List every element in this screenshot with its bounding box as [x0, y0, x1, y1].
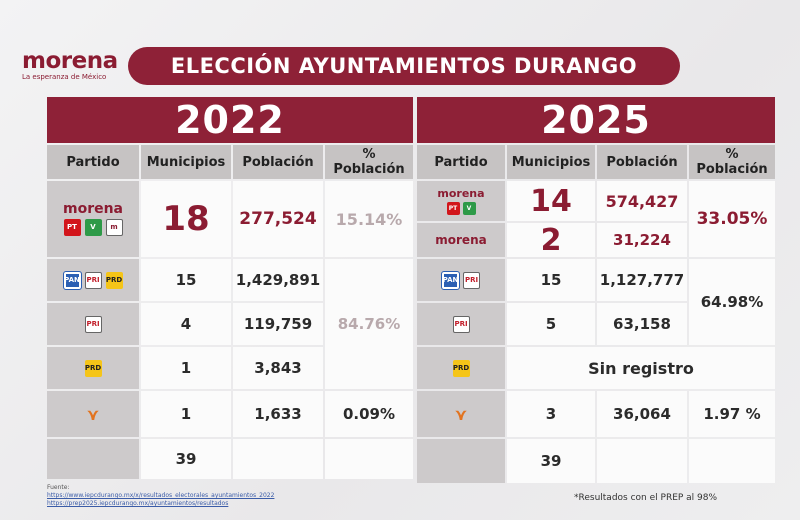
pvem-icon: V	[84, 218, 102, 236]
pri-icon: PRI	[84, 271, 102, 289]
empty-cell	[233, 439, 323, 479]
year-2025: 2025	[417, 97, 775, 143]
party-logo-prd: PRD	[417, 347, 505, 389]
pvem-icon: V	[462, 202, 476, 215]
pt-icon: PT	[63, 218, 81, 236]
footer-note: *Resultados con el PREP al 98%	[574, 493, 718, 503]
morena-wordmark: morena	[435, 232, 487, 247]
pan-icon: PAN	[62, 270, 82, 290]
poblacion-value: 63,158	[597, 303, 687, 345]
party-logo-mc: ⋎	[417, 391, 505, 437]
movimiento-ciudadano-icon: ⋎	[454, 404, 468, 424]
empty-cell	[325, 439, 413, 479]
sin-registro-note: Sin registro	[507, 347, 775, 389]
total-label-cell	[417, 439, 505, 483]
prd-icon: PRD	[84, 359, 102, 377]
municipios-value: 1	[141, 391, 231, 437]
party-logo-prd: PRD	[47, 347, 139, 389]
poblacion-value: 1,633	[233, 391, 323, 437]
prd-icon: PRD	[452, 359, 470, 377]
header-partido: Partido	[47, 145, 139, 179]
poblacion-value: 31,224	[597, 223, 687, 257]
party-logo-pri: PRI	[417, 303, 505, 345]
merged-pct-value: 84.76%	[325, 259, 413, 389]
movimiento-ciudadano-icon: ⋎	[86, 404, 100, 424]
morena-logo: morena La esperanza de México	[22, 48, 118, 82]
pct-value: 15.14%	[325, 181, 413, 257]
empty-cell	[689, 439, 775, 483]
poblacion-value: 36,064	[597, 391, 687, 437]
party-logo-morena-coalition: morena PT V	[417, 181, 505, 221]
party-logo-mc: ⋎	[47, 391, 139, 437]
morena-wordmark: morena	[62, 200, 124, 217]
municipios-value: 1	[141, 347, 231, 389]
total-municipios: 39	[507, 439, 595, 483]
pct-value: 0.09%	[325, 391, 413, 437]
total-label-cell	[47, 439, 139, 479]
total-municipios: 39	[141, 439, 231, 479]
poblacion-value: 1,429,891	[233, 259, 323, 301]
party-logo-pri: PRI	[47, 303, 139, 345]
poblacion-value: 277,524	[233, 181, 323, 257]
year-2022: 2022	[47, 97, 413, 143]
municipios-value: 14	[507, 181, 595, 221]
poblacion-value: 1,127,777	[597, 259, 687, 301]
poblacion-value: 119,759	[233, 303, 323, 345]
party-logo-pan-pri: PAN PRI	[417, 259, 505, 301]
pri-icon: PRI	[452, 315, 470, 333]
party-logo-morena: morena	[417, 223, 505, 257]
empty-cell	[597, 439, 687, 483]
pri-icon: PRI	[463, 271, 480, 289]
party-logo-morena-coalition: morena PT V m	[47, 181, 139, 257]
pan-icon: PAN	[441, 270, 460, 290]
morena-small-icon: m	[105, 218, 123, 236]
morena-wordmark: morena	[437, 187, 485, 200]
header-partido: Partido	[417, 145, 505, 179]
brand-name: morena	[22, 48, 118, 74]
footer-sources: Fuente: https://www.iepcdurango.mx/x/res…	[47, 484, 274, 508]
brand-tagline: La esperanza de México	[22, 73, 107, 81]
party-logo-pan-pri-prd: PAN PRI PRD	[47, 259, 139, 301]
source-link-1[interactable]: https://www.iepcdurango.mx/x/resultados_…	[47, 492, 275, 499]
header-municipios: Municipios	[507, 145, 595, 179]
municipios-value: 15	[141, 259, 231, 301]
morena-pct-value: 33.05%	[689, 181, 775, 257]
municipios-value: 3	[507, 391, 595, 437]
pan-pri-pct-value: 64.98%	[689, 259, 775, 345]
header-municipios: Municipios	[141, 145, 231, 179]
header-poblacion: Población	[597, 145, 687, 179]
municipios-value: 18	[141, 181, 231, 257]
poblacion-value: 3,843	[233, 347, 323, 389]
header-pct-poblacion: % Población	[689, 145, 775, 179]
header-pct-poblacion: % Población	[325, 145, 413, 179]
page-title: ELECCIÓN AYUNTAMIENTOS DURANGO	[128, 47, 680, 85]
sources-label: Fuente:	[47, 484, 70, 491]
source-link-2[interactable]: https://prep2025.iepcdurango.mx/ayuntami…	[47, 500, 229, 507]
municipios-value: 2	[507, 223, 595, 258]
poblacion-value: 574,427	[597, 181, 687, 221]
municipios-value: 15	[507, 259, 595, 301]
pri-icon: PRI	[84, 315, 102, 333]
municipios-value: 5	[507, 303, 595, 345]
municipios-value: 4	[141, 303, 231, 345]
header-poblacion: Población	[233, 145, 323, 179]
prd-icon: PRD	[105, 271, 123, 289]
pct-value: 1.97 %	[689, 391, 775, 437]
pt-icon: PT	[446, 202, 460, 215]
